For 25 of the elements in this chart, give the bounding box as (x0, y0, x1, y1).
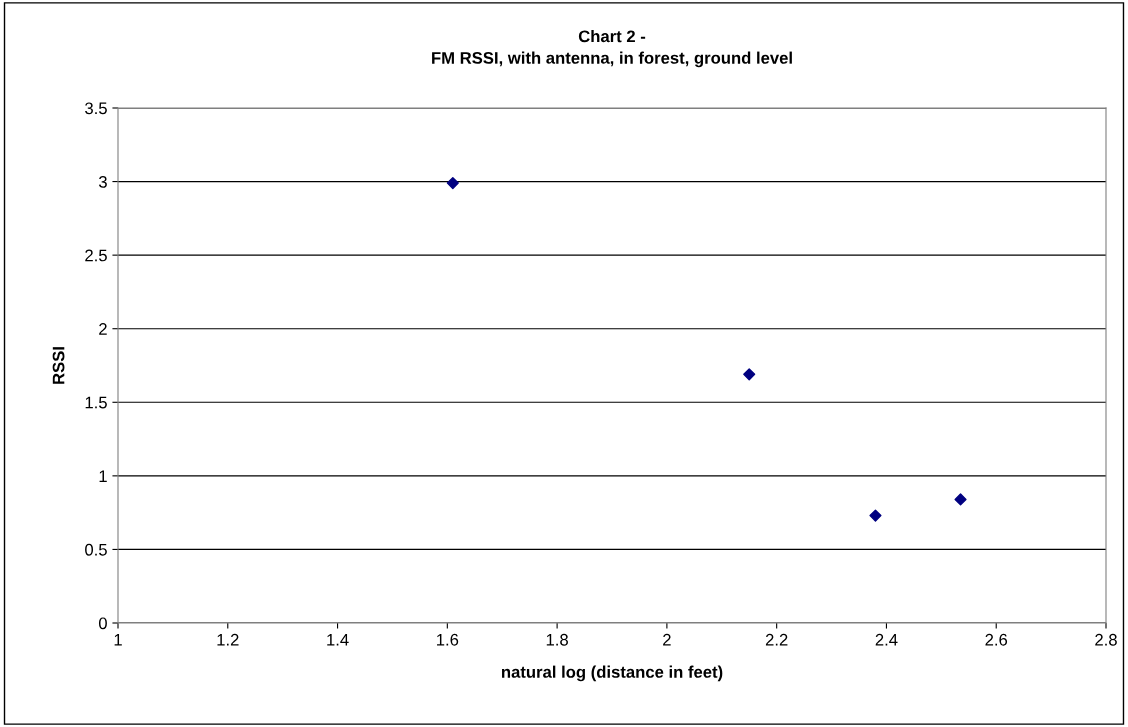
y-tick-label: 1.5 (85, 396, 107, 409)
point (446, 176, 459, 190)
x-tick-label: 1.4 (327, 634, 349, 646)
point (954, 493, 967, 506)
y-tick-label: 2 (99, 323, 107, 335)
y-tick-label: 3 (98, 175, 107, 188)
point (743, 368, 756, 381)
x-tick-label: 2.6 (985, 633, 1008, 646)
chart-title: Chart 2 - FM RSSI, with antenna, in forest, ground level (432, 30, 792, 68)
x-tick-label: 1.6 (437, 633, 459, 646)
point (869, 509, 882, 522)
x-tick-label: 2.8 (1095, 633, 1117, 646)
x-tick-label: 2 (663, 633, 671, 646)
x-tick-label: 1.8 (546, 633, 568, 646)
x-tick-label: 1 (114, 634, 122, 646)
y-axis-title: RSSI (52, 347, 65, 384)
y-tick-label: 3.5 (85, 102, 107, 115)
y-tick-label: 1 (99, 470, 107, 482)
x-tick-label: 2.2 (765, 633, 788, 646)
y-tick-label: 2.5 (85, 249, 107, 262)
x-tick-label: 1.2 (217, 633, 239, 646)
y-tick-label: 0 (98, 617, 107, 630)
x-axis-title: natural log (distance in feet) (501, 665, 723, 682)
x-tick-label: 2.4 (875, 633, 898, 646)
y-tick-label: 0.5 (85, 543, 107, 556)
